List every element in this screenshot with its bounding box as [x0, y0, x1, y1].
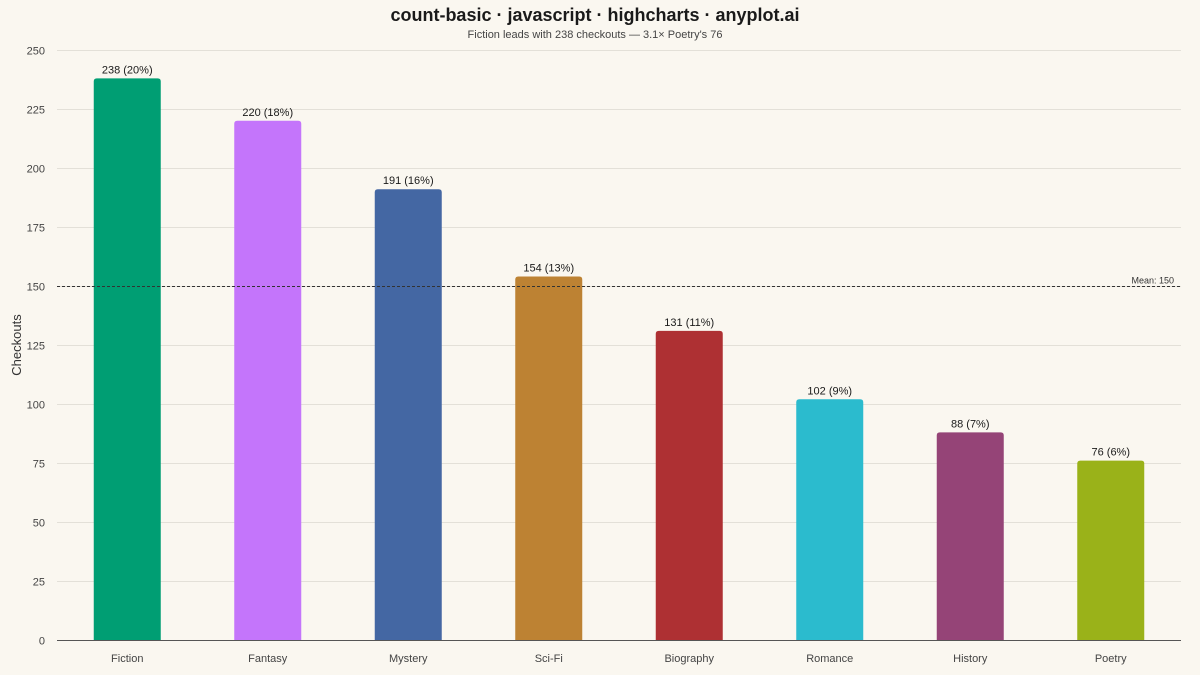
- data-label: 76 (6%): [1091, 447, 1130, 459]
- data-label: 220 (18%): [242, 107, 293, 119]
- chart-title: count-basic · javascript · highcharts · …: [390, 5, 799, 25]
- data-label: 191 (16%): [383, 175, 434, 187]
- y-tick-label: 0: [39, 636, 45, 648]
- y-axis-ticks: 0 25 50 75 100 125 150 175 200 225 250: [27, 46, 45, 648]
- x-category-label: Romance: [806, 653, 853, 665]
- x-axis-categories: Fiction Fantasy Mystery Sci-Fi Biography Roma…: [111, 653, 1127, 665]
- y-tick-label: 175: [27, 223, 45, 235]
- bar-mystery: [374, 189, 442, 641]
- y-tick-label: 25: [33, 577, 45, 589]
- y-axis-label: Checkouts: [9, 314, 24, 376]
- mean-label: Mean: 150: [1131, 276, 1174, 286]
- data-label: 102 (9%): [807, 385, 852, 397]
- data-label: 131 (11%): [664, 317, 714, 329]
- x-category-label: Mystery: [389, 653, 428, 665]
- y-tick-label: 50: [33, 518, 45, 530]
- y-tick-label: 200: [27, 164, 45, 176]
- y-tick-label: 225: [27, 105, 45, 117]
- bar-sci-fi: [515, 276, 583, 640]
- x-category-label: Sci-Fi: [535, 653, 563, 665]
- bar-biography: [655, 330, 723, 640]
- bars: [93, 78, 1145, 641]
- chart-subtitle: Fiction leads with 238 checkouts — 3.1× …: [468, 29, 723, 41]
- data-labels: 238 (20%) 220 (18%) 191 (16%) 154 (13%) 131 …: [102, 64, 1130, 458]
- y-tick-label: 100: [27, 400, 45, 412]
- y-tick-label: 250: [27, 46, 45, 58]
- data-label: 154 (13%): [523, 263, 574, 275]
- x-category-label: Poetry: [1095, 653, 1127, 665]
- data-label: 238 (20%): [102, 64, 153, 76]
- x-category-label: History: [953, 653, 988, 665]
- bar-fiction: [93, 78, 161, 640]
- bar-poetry: [1077, 460, 1145, 640]
- x-category-label: Biography: [664, 653, 714, 665]
- x-category-label: Fantasy: [248, 653, 288, 665]
- y-tick-label: 125: [27, 341, 45, 353]
- y-tick-label: 75: [33, 459, 45, 471]
- data-label: 88 (7%): [951, 418, 990, 430]
- y-tick-label: 150: [27, 282, 45, 294]
- mean-reference: Mean: 150: [57, 276, 1181, 287]
- bar-romance: [796, 399, 864, 640]
- bar-history: [936, 432, 1004, 640]
- x-category-label: Fiction: [111, 653, 143, 665]
- bar-fantasy: [234, 120, 302, 641]
